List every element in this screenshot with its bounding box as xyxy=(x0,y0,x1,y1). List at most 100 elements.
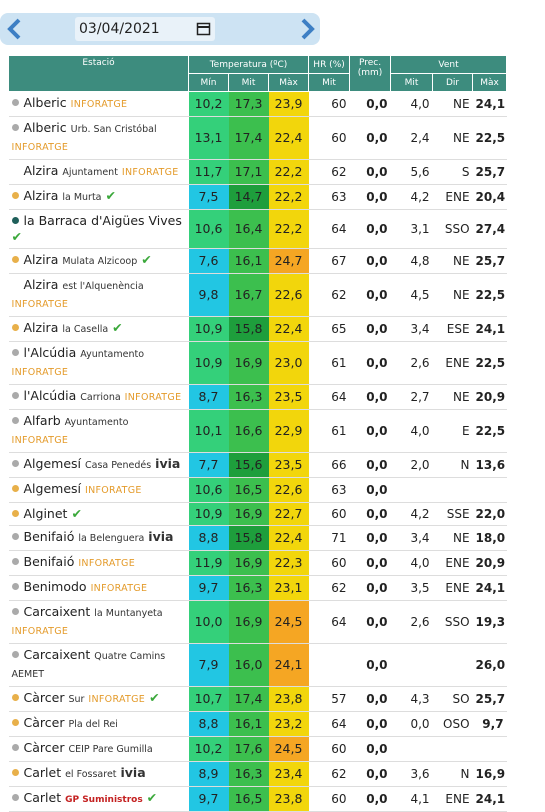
temperature-cell: 11,7 xyxy=(188,159,229,185)
value-cell: 60 xyxy=(308,736,350,762)
temperature-cell: 16,6 xyxy=(228,409,269,453)
station-detail: la Murta xyxy=(62,192,102,203)
next-day[interactable] xyxy=(295,17,319,41)
check-icon: ✔ xyxy=(105,188,116,203)
status-dot xyxy=(11,794,19,801)
temperature-cell: 10,6 xyxy=(188,209,229,249)
calendar-icon[interactable] xyxy=(196,21,211,36)
station-row: Algemesí Casa Penedés ivia 7,7 15,6 23,5 66… xyxy=(8,452,507,478)
value-cell xyxy=(432,736,473,762)
value-cell: 2,6 xyxy=(390,341,433,385)
station-cell: Benifaió INFORATGE xyxy=(8,550,189,576)
value-cell: 67 xyxy=(308,248,350,274)
value-cell: 0,0 xyxy=(349,248,391,274)
station-detail: Pla del Rei xyxy=(68,719,118,730)
station-name: Carlet xyxy=(23,765,62,780)
station-row: Carcaixent Quatre Camins AEMET 7,9 16,0 24… xyxy=(8,643,507,687)
header-station: Estació xyxy=(8,55,189,92)
status-dot xyxy=(11,349,19,356)
value-cell: 27,4 xyxy=(472,209,507,249)
value-cell: 63 xyxy=(308,184,350,210)
value-cell: 4,8 xyxy=(390,248,433,274)
station-name: Benifaió xyxy=(23,529,75,544)
station-detail: Sur xyxy=(68,694,85,705)
station-cell: Alginet ✔ xyxy=(8,502,189,526)
station-detail: el Fossaret xyxy=(65,769,117,780)
station-detail: Casa Penedés xyxy=(85,460,152,471)
value-cell: 71 xyxy=(308,525,350,551)
status-dot xyxy=(11,694,19,701)
temperature-cell: 16,9 xyxy=(228,550,269,576)
value-cell: 62 xyxy=(308,575,350,601)
temperature-cell: 16,3 xyxy=(228,575,269,601)
value-cell: NE xyxy=(432,384,473,410)
value-cell xyxy=(472,736,507,762)
temperature-cell: 23,5 xyxy=(268,384,309,410)
station-name: Benimodo xyxy=(23,579,87,594)
station-cell: Càrcer Sur INFORATGE ✔ xyxy=(8,686,189,712)
value-cell: 4,0 xyxy=(390,550,433,576)
header-sub: Màx xyxy=(267,73,310,92)
station-row: Alzira la Casella ✔ 10,9 15,8 22,4 65 0,0 3,4 E… xyxy=(8,316,507,342)
station-detail: CEIP Pare Gumilla xyxy=(68,744,153,755)
station-cell: l'Alcúdia Carriona INFORATGE xyxy=(8,384,189,410)
value-cell: NE xyxy=(432,525,473,551)
station-row: Alberic INFORATGE 10,2 17,3 23,9 60 0,0 4,0 NE… xyxy=(8,91,507,117)
status-dot xyxy=(11,460,19,467)
value-cell: 61 xyxy=(308,409,350,453)
station-detail: Carriona xyxy=(80,392,121,403)
value-cell: 0,0 xyxy=(349,384,391,410)
station-row: Càrcer CEIP Pare Gumilla 10,2 17,6 24,5 60 0… xyxy=(8,736,507,762)
value-cell: ENE xyxy=(432,550,473,576)
temperature-cell: 17,6 xyxy=(228,736,269,762)
status-dot xyxy=(11,485,19,492)
station-name: Alzira xyxy=(23,320,59,335)
temperature-cell: 22,2 xyxy=(268,209,309,249)
header-precipitation: Prec. (mm) xyxy=(349,55,392,92)
value-cell: 60 xyxy=(308,91,350,117)
station-name: l'Alcúdia xyxy=(23,345,77,360)
station-name: Càrcer xyxy=(23,715,65,730)
temperature-cell: 23,1 xyxy=(268,575,309,601)
value-cell: ENE xyxy=(432,786,473,812)
station-name: Alfarb xyxy=(23,413,61,428)
temperature-cell: 10,9 xyxy=(188,316,229,342)
value-cell: 64 xyxy=(308,384,350,410)
temperature-cell: 17,1 xyxy=(228,159,269,185)
value-cell: 63 xyxy=(308,477,350,503)
value-cell: 24,1 xyxy=(472,316,507,342)
station-cell: Alzira est l'Alquenència INFORATGE xyxy=(8,273,189,317)
temperature-cell: 22,2 xyxy=(268,184,309,210)
value-cell: 4,0 xyxy=(390,409,433,453)
temperature-cell: 10,1 xyxy=(188,409,229,453)
status-dot xyxy=(11,510,19,517)
value-cell xyxy=(390,477,433,503)
value-cell: 0,0 xyxy=(349,209,391,249)
value-cell: SO xyxy=(432,686,473,712)
data-source: INFORATGE xyxy=(11,299,69,310)
station-row: Alzira est l'Alquenència INFORATGE 9,8 16… xyxy=(8,273,507,317)
value-cell: 0,0 xyxy=(349,502,391,526)
value-cell: 0,0 xyxy=(349,159,391,185)
station-row: Carcaixent la Muntanyeta INFORATGE 10,0 1… xyxy=(8,600,507,644)
date-input[interactable]: 03/04/2021 xyxy=(75,17,215,41)
station-cell: Alzira Ajuntament INFORATGE xyxy=(8,159,189,185)
station-detail: est l'Alquenència xyxy=(62,281,144,292)
value-cell: 22,5 xyxy=(472,116,507,160)
temperature-cell: 22,6 xyxy=(268,477,309,503)
station-name: Alberic xyxy=(23,120,67,135)
station-cell: Alfarb Ayuntamento INFORATGE xyxy=(8,409,189,453)
station-cell: Alberic INFORATGE xyxy=(8,91,189,117)
data-source: ivia xyxy=(148,529,174,544)
prev-day[interactable] xyxy=(3,17,27,41)
data-source: GP Suministros xyxy=(65,795,143,805)
value-cell: 3,4 xyxy=(390,316,433,342)
station-cell: Alberic Urb. San Cristóbal INFORATGE xyxy=(8,116,189,160)
status-dot xyxy=(11,719,19,726)
temperature-cell: 10,0 xyxy=(188,600,229,644)
value-cell: 3,4 xyxy=(390,525,433,551)
temperature-cell: 7,6 xyxy=(188,248,229,274)
temperature-cell: 13,1 xyxy=(188,116,229,160)
status-dot xyxy=(11,99,19,106)
header-sub: Mit xyxy=(228,73,269,92)
